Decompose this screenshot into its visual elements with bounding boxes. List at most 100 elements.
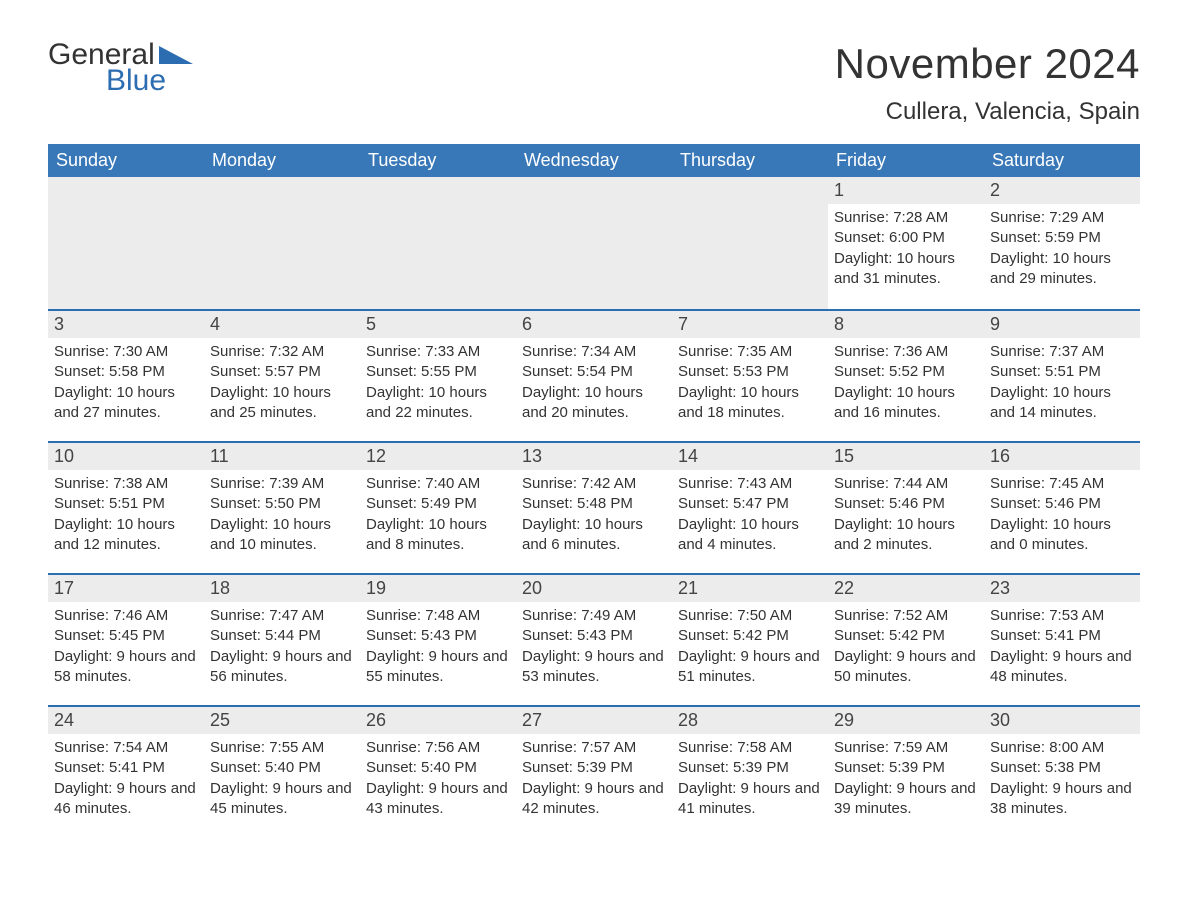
calendar-table: SundayMondayTuesdayWednesdayThursdayFrid… [48, 144, 1140, 837]
sunrise-line: Sunrise: 7:43 AM [678, 474, 822, 494]
day-number: 20 [516, 573, 672, 602]
day-cell: 21Sunrise: 7:50 AMSunset: 5:42 PMDayligh… [672, 573, 828, 705]
daylight-line: Daylight: 10 hours and 2 minutes. [834, 515, 978, 556]
day-cell: 14 Sunrise: 7:43 AMSunset: 5:47 PMDayligh… [672, 441, 828, 573]
day-number: 30 [984, 705, 1140, 734]
sunset-line: Sunset: 5:51 PM [990, 362, 1134, 382]
day-cell: 24Sunrise: 7:54 AMSunset: 5:41 PMDayligh… [48, 705, 204, 837]
sunrise-line: Sunrise: 7:40 AM [366, 474, 510, 494]
daylight-line: Daylight: 10 hours and 4 minutes. [678, 515, 822, 556]
sunrise-line: Sunrise: 7:58 AM [678, 738, 822, 758]
day-cell: 19Sunrise: 7:48 AMSunset: 5:43 PMDayligh… [360, 573, 516, 705]
sunset-line: Sunset: 5:40 PM [210, 758, 354, 778]
sunset-line: Sunset: 5:48 PM [522, 494, 666, 514]
sunrise-line: Sunrise: 7:35 AM [678, 342, 822, 362]
sunset-line: Sunset: 5:38 PM [990, 758, 1134, 778]
daylight-line: Daylight: 9 hours and 38 minutes. [990, 779, 1134, 820]
day-number: 17 [48, 573, 204, 602]
day-number: 3 [48, 309, 204, 338]
day-details: Sunrise: 7:57 AMSunset: 5:39 PMDaylight:… [516, 734, 672, 825]
day-details: Sunrise: 7:46 AMSunset: 5:45 PMDaylight:… [48, 602, 204, 693]
logo: General Blue [48, 40, 193, 96]
day-details: Sunrise: 7:30 AMSunset: 5:58 PMDaylight:… [48, 338, 204, 429]
day-cell: 30Sunrise: 8:00 AMSunset: 5:38 PMDayligh… [984, 705, 1140, 837]
day-cell: 1Sunrise: 7:28 AMSunset: 6:00 PMDaylight… [828, 177, 984, 309]
day-cell: 13Sunrise: 7:42 AMSunset: 5:48 PMDayligh… [516, 441, 672, 573]
sunset-line: Sunset: 5:39 PM [834, 758, 978, 778]
day-details: Sunrise: 7:54 AMSunset: 5:41 PMDaylight:… [48, 734, 204, 825]
day-number: 10 [48, 441, 204, 470]
sunrise-line: Sunrise: 7:34 AM [522, 342, 666, 362]
sunset-line: Sunset: 5:41 PM [54, 758, 198, 778]
sunrise-line: Sunrise: 7:47 AM [210, 606, 354, 626]
sunrise-line: Sunrise: 7:33 AM [366, 342, 510, 362]
sunset-line: Sunset: 5:39 PM [522, 758, 666, 778]
sunset-line: Sunset: 5:59 PM [990, 228, 1134, 248]
daylight-line: Daylight: 9 hours and 41 minutes. [678, 779, 822, 820]
day-number: 29 [828, 705, 984, 734]
sunrise-line: Sunrise: 7:49 AM [522, 606, 666, 626]
day-details: Sunrise: 7:29 AMSunset: 5:59 PMDaylight:… [984, 204, 1140, 295]
daylight-line: Daylight: 9 hours and 43 minutes. [366, 779, 510, 820]
daylight-line: Daylight: 9 hours and 45 minutes. [210, 779, 354, 820]
day-cell: 17Sunrise: 7:46 AMSunset: 5:45 PMDayligh… [48, 573, 204, 705]
sunrise-line: Sunrise: 8:00 AM [990, 738, 1134, 758]
day-number: 14 [672, 441, 828, 470]
day-cell: 29Sunrise: 7:59 AMSunset: 5:39 PMDayligh… [828, 705, 984, 837]
day-cell: 7Sunrise: 7:35 AMSunset: 5:53 PMDaylight… [672, 309, 828, 441]
location-subtitle: Cullera, Valencia, Spain [835, 98, 1140, 126]
day-number: 1 [828, 177, 984, 204]
calendar-week-row: 10Sunrise: 7:38 AMSunset: 5:51 PMDayligh… [48, 441, 1140, 573]
calendar-week-row: 17Sunrise: 7:46 AMSunset: 5:45 PMDayligh… [48, 573, 1140, 705]
day-details: Sunrise: 7:45 AMSunset: 5:46 PMDaylight:… [984, 470, 1140, 561]
day-number: 24 [48, 705, 204, 734]
daylight-line: Daylight: 10 hours and 31 minutes. [834, 249, 978, 290]
day-cell: 5Sunrise: 7:33 AMSunset: 5:55 PMDaylight… [360, 309, 516, 441]
day-details: Sunrise: 7:28 AMSunset: 6:00 PMDaylight:… [828, 204, 984, 295]
day-cell: 26Sunrise: 7:56 AMSunset: 5:40 PMDayligh… [360, 705, 516, 837]
day-details: Sunrise: 7:35 AMSunset: 5:53 PMDaylight:… [672, 338, 828, 429]
day-number: 25 [204, 705, 360, 734]
sunrise-line: Sunrise: 7:56 AM [366, 738, 510, 758]
day-number: 23 [984, 573, 1140, 602]
daylight-line: Daylight: 9 hours and 39 minutes. [834, 779, 978, 820]
sunrise-line: Sunrise: 7:30 AM [54, 342, 198, 362]
day-number: 15 [828, 441, 984, 470]
day-cell: 11Sunrise: 7:39 AMSunset: 5:50 PMDayligh… [204, 441, 360, 573]
sunrise-line: Sunrise: 7:55 AM [210, 738, 354, 758]
day-number: 26 [360, 705, 516, 734]
sunset-line: Sunset: 5:43 PM [522, 626, 666, 646]
sunrise-line: Sunrise: 7:36 AM [834, 342, 978, 362]
day-details: Sunrise: 7:49 AMSunset: 5:43 PMDaylight:… [516, 602, 672, 693]
day-details: Sunrise: 7:47 AMSunset: 5:44 PMDaylight:… [204, 602, 360, 693]
sunset-line: Sunset: 5:41 PM [990, 626, 1134, 646]
sunset-line: Sunset: 5:47 PM [678, 494, 822, 514]
day-cell: 4Sunrise: 7:32 AMSunset: 5:57 PMDaylight… [204, 309, 360, 441]
empty-day-cell [48, 177, 204, 309]
sunset-line: Sunset: 5:42 PM [678, 626, 822, 646]
day-cell: 10Sunrise: 7:38 AMSunset: 5:51 PMDayligh… [48, 441, 204, 573]
daylight-line: Daylight: 9 hours and 51 minutes. [678, 647, 822, 688]
weekday-header: Wednesday [516, 144, 672, 177]
empty-day-cell [516, 177, 672, 309]
calendar-header-row: SundayMondayTuesdayWednesdayThursdayFrid… [48, 144, 1140, 177]
day-number: 18 [204, 573, 360, 602]
daylight-line: Daylight: 9 hours and 46 minutes. [54, 779, 198, 820]
daylight-line: Daylight: 9 hours and 55 minutes. [366, 647, 510, 688]
sunrise-line: Sunrise: 7:46 AM [54, 606, 198, 626]
sunrise-line: Sunrise: 7:53 AM [990, 606, 1134, 626]
daylight-line: Daylight: 10 hours and 22 minutes. [366, 383, 510, 424]
empty-day-cell [360, 177, 516, 309]
daylight-line: Daylight: 10 hours and 16 minutes. [834, 383, 978, 424]
daylight-line: Daylight: 10 hours and 8 minutes. [366, 515, 510, 556]
weekday-header: Friday [828, 144, 984, 177]
sunrise-line: Sunrise: 7:38 AM [54, 474, 198, 494]
day-details: Sunrise: 8:00 AMSunset: 5:38 PMDaylight:… [984, 734, 1140, 825]
sunset-line: Sunset: 5:42 PM [834, 626, 978, 646]
logo-text-blue: Blue [106, 66, 193, 96]
daylight-line: Daylight: 10 hours and 18 minutes. [678, 383, 822, 424]
sunrise-line: Sunrise: 7:48 AM [366, 606, 510, 626]
daylight-line: Daylight: 9 hours and 50 minutes. [834, 647, 978, 688]
day-details: Sunrise: 7:40 AMSunset: 5:49 PMDaylight:… [360, 470, 516, 561]
day-cell: 6Sunrise: 7:34 AMSunset: 5:54 PMDaylight… [516, 309, 672, 441]
